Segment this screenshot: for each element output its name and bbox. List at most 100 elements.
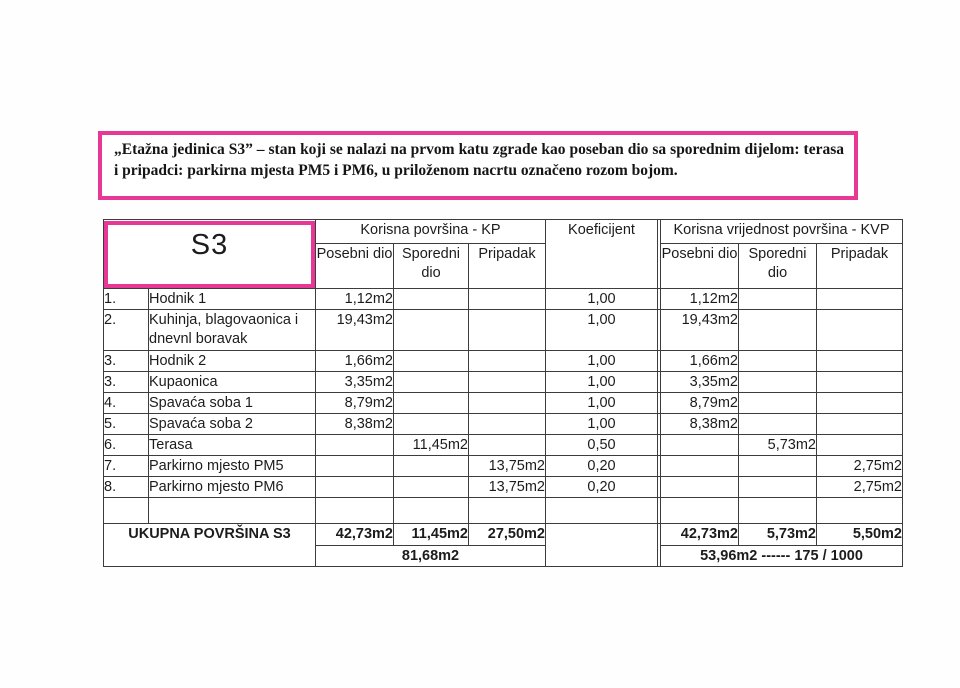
cell-num: 3. [103,371,149,393]
cell-kvp-posebni: 8,38m2 [660,413,739,435]
cell-num: 3. [103,350,149,372]
cell-kvp-pripadak [816,371,903,393]
cell-name: Kuhinja, blagovaonica i dnevnl boravak [148,309,316,351]
cell-kp-sporedni [393,309,469,351]
cell-kvp-sporedni [738,476,817,498]
cell-kp-sporedni [393,497,469,524]
unit-label: S3 [190,229,229,261]
note-box: „Etažna jedinica S3” – stan koji se nala… [98,131,858,200]
cell-name: Spavaća soba 1 [148,392,316,414]
cell-kvp-sporedni [738,309,817,351]
cell-kp-posebni: 19,43m2 [315,309,394,351]
cell-name: Parkirno mjesto PM6 [148,476,316,498]
cell-kp-pripadak: 13,75m2 [468,476,546,498]
cell-kp-sporedni [393,455,469,477]
cell-kvp-posebni [660,455,739,477]
grand-total-row: 81,68m2 53,96m2 ------ 175 / 1000 [104,545,903,567]
cell-kp-posebni [315,497,394,524]
cell-kp-posebni: 1,66m2 [315,350,394,372]
total-koeficijent [545,523,658,567]
header-kvp: Korisna vrijednost površina - KVP [660,219,903,244]
unit-cell: S3 [103,219,316,289]
cell-num: 4. [103,392,149,414]
cell-kvp-pripadak: 2,75m2 [816,476,903,498]
table-row: 1. Hodnik 1 1,12m2 1,00 1,12m2 [103,288,903,310]
cell-num [103,497,149,524]
total-label: UKUPNA POVRŠINA S3 [103,523,316,567]
cell-koeficijent [545,497,658,524]
cell-koeficijent: 0,50 [545,434,658,456]
kvp-grand-total: 53,96m2 ------ 175 / 1000 [660,545,903,567]
unit-box: S3 [104,221,315,288]
cell-kp-posebni [315,476,394,498]
header-kvp-posebni: Posebni dio [660,242,739,290]
cell-kvp-sporedni [738,288,817,310]
cell-kp-pripadak [468,413,546,435]
table-row: 6. Terasa 11,45m2 0,50 5,73m2 [103,434,903,456]
table-row: 3. Kupaonica 3,35m2 1,00 3,35m2 [103,371,903,393]
cell-name: Kupaonica [148,371,316,393]
kp-grand-total: 81,68m2 [315,545,546,567]
cell-kvp-sporedni [738,350,817,372]
total-kp-pripadak: 27,50m2 [468,523,546,546]
cell-kp-pripadak [468,288,546,310]
cell-name: Hodnik 2 [148,350,316,372]
cell-kvp-sporedni [738,455,817,477]
cell-kvp-sporedni [738,497,817,524]
spacer-row [103,497,903,524]
cell-kp-pripadak [468,371,546,393]
cell-name: Hodnik 1 [148,288,316,310]
note-text: „Etažna jedinica S3” – stan koji se nala… [114,141,844,179]
cell-kp-pripadak: 13,75m2 [468,455,546,477]
cell-kvp-posebni [660,497,739,524]
cell-kp-pripadak [468,497,546,524]
cell-koeficijent: 1,00 [545,350,658,372]
cell-kp-sporedni: 11,45m2 [393,434,469,456]
cell-kp-posebni: 3,35m2 [315,371,394,393]
cell-kp-posebni: 8,38m2 [315,413,394,435]
cell-koeficijent: 0,20 [545,455,658,477]
total-kvp-pripadak: 5,50m2 [816,523,903,546]
cell-kvp-posebni [660,476,739,498]
header-kp: Korisna površina - KP [315,219,546,244]
cell-kp-pripadak [468,350,546,372]
cell-num: 2. [103,309,149,351]
cell-kvp-posebni [660,434,739,456]
cell-koeficijent: 0,20 [545,476,658,498]
total-kvp-posebni: 42,73m2 [660,523,739,546]
cell-kvp-pripadak [816,392,903,414]
cell-kp-sporedni [393,350,469,372]
cell-kp-sporedni [393,392,469,414]
total-kp-posebni: 42,73m2 [315,523,394,546]
header-kvp-sporedni: Sporedni dio [738,242,817,290]
cell-kp-posebni [315,434,394,456]
total-kvp-sporedni: 5,73m2 [738,523,817,546]
cell-kvp-sporedni [738,371,817,393]
cell-kp-posebni: 1,12m2 [315,288,394,310]
table-row: 5. Spavaća soba 2 8,38m2 1,00 8,38m2 [103,413,903,435]
cell-kvp-sporedni [738,413,817,435]
cell-kvp-posebni: 8,79m2 [660,392,739,414]
cell-kp-sporedni [393,288,469,310]
cell-kp-pripadak [468,392,546,414]
table-row: 4. Spavaća soba 1 8,79m2 1,00 8,79m2 [103,392,903,414]
cell-kvp-pripadak [816,309,903,351]
cell-kvp-pripadak [816,288,903,310]
total-kp-sporedni: 11,45m2 [393,523,469,546]
cell-num: 1. [103,288,149,310]
header-kp-pripadak: Pripadak [468,242,546,290]
cell-kvp-posebni: 1,66m2 [660,350,739,372]
cell-num: 5. [103,413,149,435]
cell-koeficijent: 1,00 [545,413,658,435]
header-koeficijent: Koeficijent [545,219,658,289]
header-kp-posebni: Posebni dio [315,242,394,290]
cell-kvp-sporedni: 5,73m2 [738,434,817,456]
cell-num: 8. [103,476,149,498]
cell-kp-sporedni [393,413,469,435]
cell-kvp-pripadak [816,350,903,372]
cell-kp-posebni: 8,79m2 [315,392,394,414]
table-row: 8. Parkirno mjesto PM6 13,75m2 0,20 2,75… [103,476,903,498]
cell-kvp-sporedni [738,392,817,414]
cell-kp-pripadak [468,309,546,351]
cell-kvp-posebni: 3,35m2 [660,371,739,393]
